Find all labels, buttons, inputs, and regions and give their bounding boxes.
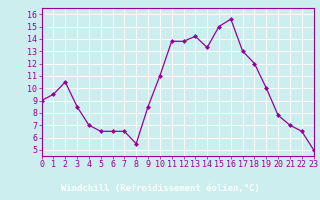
- Text: Windchill (Refroidissement éolien,°C): Windchill (Refroidissement éolien,°C): [60, 184, 260, 193]
